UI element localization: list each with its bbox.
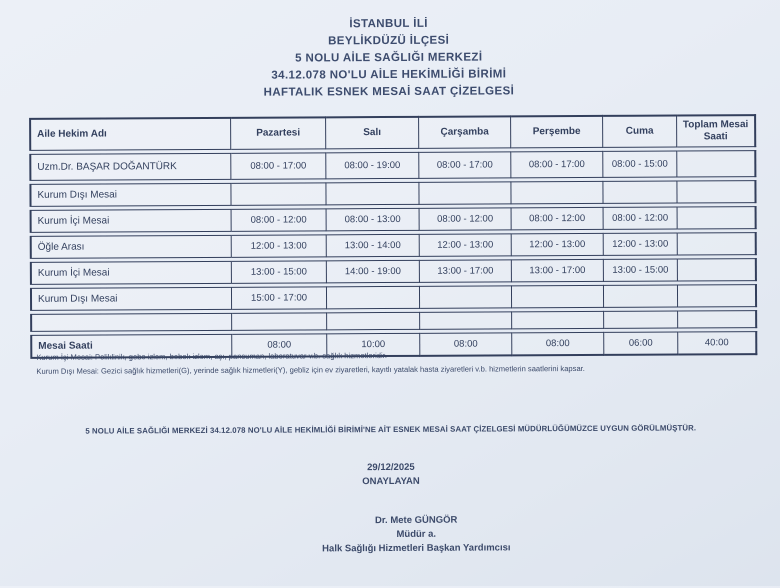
- header-cell-wednesday: Çarşamba: [419, 115, 512, 149]
- time-cell: [511, 284, 605, 309]
- time-cell: 08:00 - 17:00: [231, 152, 327, 180]
- time-cell: [232, 312, 328, 331]
- time-cell: 15:00 - 17:00: [231, 286, 328, 310]
- time-cell: [419, 285, 513, 309]
- time-cell: 08:00 - 15:00: [603, 150, 678, 178]
- time-cell: [603, 180, 678, 204]
- header-cell-friday: Cuma: [603, 114, 678, 148]
- approval-label: ONAYLAYAN: [362, 475, 420, 488]
- signature-block: Dr. Mete GÜNGÖR Müdür a. Halk Sağlığı Hi…: [51, 512, 780, 558]
- time-cell: 13:00 - 14:00: [326, 233, 420, 258]
- header-cell-name: Aile Hekim Adı: [29, 116, 232, 151]
- schedule-table: Aile Hekim Adı Pazartesi Salı Çarşamba P…: [29, 114, 758, 362]
- time-cell: 12:00 - 13:00: [419, 233, 512, 257]
- table-row-lunch-break: Öğle Arası 12:00 - 13:00 13:00 - 14:00 1…: [29, 232, 757, 259]
- time-cell: [603, 284, 679, 308]
- time-cell: 12:00 - 13:00: [603, 232, 678, 256]
- time-cell: [512, 310, 605, 330]
- table-row-empty: [30, 310, 758, 332]
- time-cell: 13:00 - 15:00: [231, 260, 327, 284]
- time-cell: 12:00 - 13:00: [231, 234, 327, 258]
- time-cell: 14:00 - 19:00: [326, 259, 420, 284]
- header-cell-total: Toplam Mesai Saati: [677, 114, 757, 148]
- row-label: [30, 312, 233, 332]
- time-cell: [326, 181, 420, 206]
- table-row-inside-work-1: Kurum İçi Mesai 08:00 - 12:00 08:00 - 13…: [29, 206, 757, 233]
- row-label: Kurum Dışı Mesai: [29, 286, 233, 311]
- row-label: Uzm.Dr. BAŞAR DOĞANTÜRK: [29, 152, 232, 181]
- time-cell: [231, 182, 327, 206]
- time-cell: [677, 258, 757, 282]
- time-cell: [326, 285, 421, 310]
- table-row-inside-work-2: Kurum İçi Mesai 13:00 - 15:00 14:00 - 19…: [29, 258, 757, 285]
- header-cell-thursday: Perşembe: [511, 114, 604, 149]
- time-cell: [327, 311, 421, 331]
- document-title-block: İSTANBUL İLİ BEYLİKDÜZÜ İLÇESİ 5 NOLU Aİ…: [0, 0, 779, 103]
- table-row-doctor: Uzm.Dr. BAŞAR DOĞANTÜRK 08:00 - 17:00 08…: [29, 150, 757, 181]
- signer-role: Halk Sağlığı Hizmetleri Başkan Yardımcıs…: [322, 542, 511, 555]
- row-label: Kurum Dışı Mesai: [29, 182, 232, 207]
- time-cell: 08:00 - 17:00: [511, 150, 604, 179]
- row-label: Öğle Arası: [29, 234, 232, 259]
- time-cell: [677, 284, 758, 308]
- time-cell: [677, 232, 757, 256]
- time-cell: [604, 310, 679, 329]
- time-cell: 12:00 - 13:00: [511, 232, 604, 257]
- time-cell: [678, 310, 758, 329]
- time-cell: 13:00 - 17:00: [419, 259, 512, 283]
- time-cell: 08:00 - 12:00: [419, 207, 512, 231]
- time-cell: [511, 180, 604, 205]
- time-cell: [419, 181, 512, 205]
- header-cell-tuesday: Salı: [326, 115, 420, 150]
- footnote-outside-work: Kurum Dışı Mesai: Gezici sağlık hizmetle…: [36, 363, 585, 376]
- approval-date-block: 29/12/2025 ONAYLAYAN: [1, 459, 780, 491]
- time-cell: 08:00 - 12:00: [603, 206, 678, 230]
- time-cell: 08:00 - 12:00: [231, 208, 327, 232]
- approval-statement: 5 NOLU AİLE SAĞLIĞI MERKEZİ 34.12.078 NO…: [85, 423, 697, 436]
- time-cell: 08:00 - 13:00: [326, 207, 420, 232]
- table-row-outside-work-2: Kurum Dışı Mesai 15:00 - 17:00: [29, 284, 758, 311]
- time-cell: [677, 150, 757, 178]
- time-cell: 13:00 - 17:00: [511, 258, 604, 283]
- title-line-schedule: HAFTALIK ESNEK MESAİ SAAT ÇİZELGESİ: [263, 85, 515, 99]
- time-cell: 08:00 - 17:00: [419, 151, 512, 179]
- row-label: Kurum İçi Mesai: [29, 208, 232, 233]
- table-header-row: Aile Hekim Adı Pazartesi Salı Çarşamba P…: [29, 114, 757, 151]
- time-cell: 08:00 - 19:00: [326, 151, 420, 180]
- table-row-outside-work-1: Kurum Dışı Mesai: [29, 180, 757, 207]
- time-cell: 13:00 - 15:00: [603, 258, 678, 282]
- row-label: Kurum İçi Mesai: [29, 260, 232, 285]
- header-cell-monday: Pazartesi: [231, 116, 327, 150]
- time-cell: [677, 206, 757, 230]
- time-cell: 08:00 - 12:00: [511, 206, 604, 231]
- time-cell: [420, 311, 513, 330]
- time-cell: [677, 180, 757, 204]
- footnotes-block: Kurum İçi Mesai: Poliklinik, gebe izlem,…: [36, 347, 746, 379]
